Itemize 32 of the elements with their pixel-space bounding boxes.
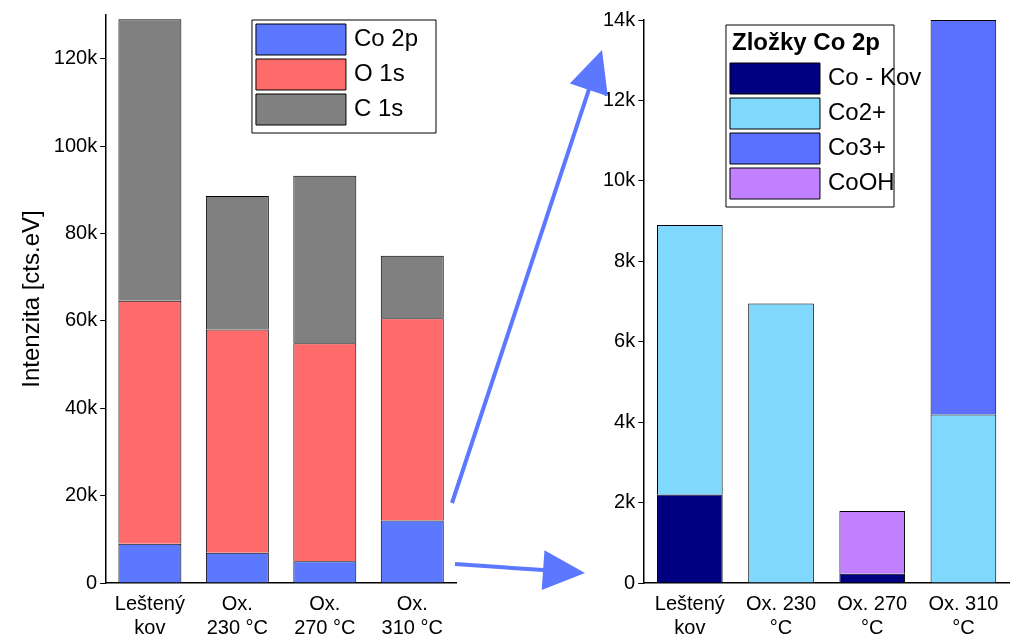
y-tick-label: 6k <box>614 329 637 352</box>
y-tick-label: 8k <box>614 248 637 271</box>
y-tick-label: 2k <box>614 490 637 513</box>
y-tick-label: 0 <box>86 570 98 593</box>
legend-label: CoOH <box>827 168 895 196</box>
y-tick-label: 60k <box>64 308 99 331</box>
y-tick-label: 40k <box>64 395 99 418</box>
y-tick-label: 0 <box>624 570 636 593</box>
y-tick-label: 14k <box>603 7 637 30</box>
y-tick-label: 4k <box>614 409 637 432</box>
legend-label: Co - Kov <box>827 63 922 91</box>
y-tick-label: 100k <box>53 133 99 156</box>
y-tick-label: 12k <box>603 87 637 110</box>
y-tick-label: 10k <box>603 168 637 191</box>
legend-label: O 1s <box>353 59 405 87</box>
x-tick-label: Ox. 310 °C <box>381 591 443 638</box>
x-tick-label: Ox. 230 °C <box>206 591 269 638</box>
x-tick-label: Leštený kov <box>654 591 725 638</box>
legend-title: Zložky Co 2p <box>731 27 881 55</box>
x-tick-label: Leštený kov <box>114 591 185 638</box>
x-tick-label: Ox. 270 °C <box>294 591 356 638</box>
x-tick-label: Ox. 270 °C <box>837 591 908 638</box>
y-axis-title: Intenzita [cts.eV] <box>17 210 45 388</box>
legend-label: Co2+ <box>827 98 887 126</box>
legend-label: Co3+ <box>827 133 887 161</box>
legend-label: Co 2p <box>353 24 418 52</box>
y-tick-label: 120k <box>53 46 99 69</box>
x-tick-label: Ox. 230 °C <box>746 591 817 638</box>
y-tick-label: 80k <box>64 220 99 243</box>
legend-label: C 1s <box>353 94 404 122</box>
x-tick-label: Ox. 310 °C <box>928 591 999 638</box>
y-tick-label: 20k <box>64 483 99 506</box>
